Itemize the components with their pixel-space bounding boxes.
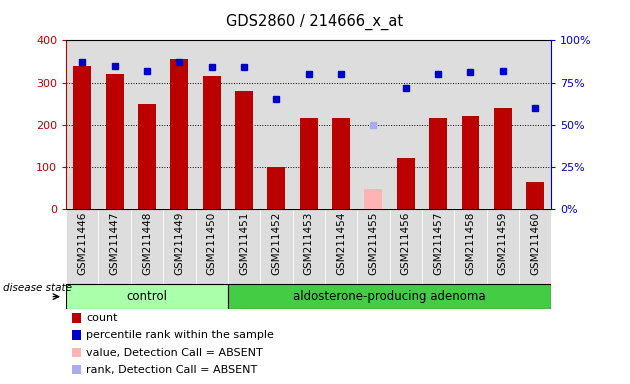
Text: GSM211450: GSM211450 bbox=[207, 212, 217, 275]
Bar bbox=[397, 158, 415, 209]
Text: count: count bbox=[86, 313, 118, 323]
Bar bbox=[228, 284, 551, 309]
Text: GSM211459: GSM211459 bbox=[498, 212, 508, 275]
Text: aldosterone-producing adenoma: aldosterone-producing adenoma bbox=[293, 290, 486, 303]
Text: GSM211452: GSM211452 bbox=[272, 212, 282, 275]
Bar bbox=[429, 118, 447, 209]
Text: rank, Detection Call = ABSENT: rank, Detection Call = ABSENT bbox=[86, 365, 258, 375]
Text: GSM211460: GSM211460 bbox=[530, 212, 540, 275]
Text: GSM211446: GSM211446 bbox=[77, 212, 88, 275]
Text: GSM211454: GSM211454 bbox=[336, 212, 346, 275]
Bar bbox=[138, 104, 156, 209]
Text: GSM211453: GSM211453 bbox=[304, 212, 314, 275]
Text: value, Detection Call = ABSENT: value, Detection Call = ABSENT bbox=[86, 348, 263, 358]
Text: percentile rank within the sample: percentile rank within the sample bbox=[86, 330, 274, 340]
Bar bbox=[526, 182, 544, 209]
Bar bbox=[268, 167, 285, 209]
Bar bbox=[106, 74, 123, 209]
Text: GDS2860 / 214666_x_at: GDS2860 / 214666_x_at bbox=[226, 13, 404, 30]
Bar bbox=[203, 76, 220, 209]
Bar bbox=[74, 66, 91, 209]
Text: GSM211457: GSM211457 bbox=[433, 212, 443, 275]
Bar bbox=[494, 108, 512, 209]
Bar bbox=[235, 91, 253, 209]
Bar bbox=[171, 59, 188, 209]
Text: GSM211455: GSM211455 bbox=[369, 212, 379, 275]
Bar bbox=[332, 118, 350, 209]
Bar bbox=[365, 189, 382, 209]
Text: GSM211447: GSM211447 bbox=[110, 212, 120, 275]
Text: GSM211458: GSM211458 bbox=[466, 212, 476, 275]
Text: disease state: disease state bbox=[3, 283, 72, 293]
Bar bbox=[462, 116, 479, 209]
Text: control: control bbox=[127, 290, 168, 303]
Text: GSM211448: GSM211448 bbox=[142, 212, 152, 275]
Text: GSM211451: GSM211451 bbox=[239, 212, 249, 275]
Text: GSM211456: GSM211456 bbox=[401, 212, 411, 275]
Text: GSM211449: GSM211449 bbox=[175, 212, 185, 275]
Bar bbox=[300, 118, 318, 209]
Bar bbox=[66, 284, 228, 309]
